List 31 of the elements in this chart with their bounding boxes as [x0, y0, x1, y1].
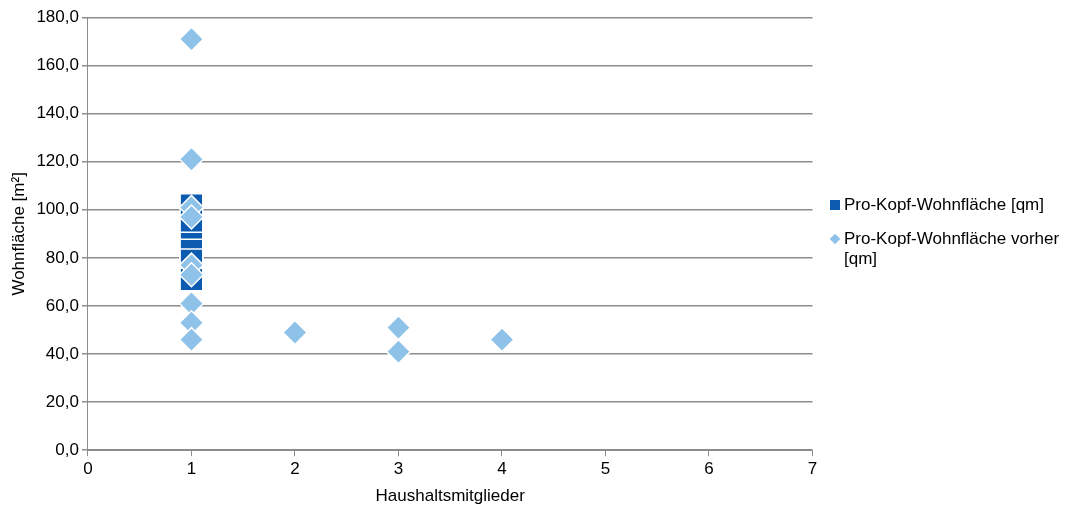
y-tick-label: 120,0 — [36, 151, 79, 171]
y-tick-label: 0,0 — [55, 439, 79, 459]
y-tick-label: 180,0 — [36, 7, 79, 27]
point — [385, 338, 412, 365]
point — [178, 326, 205, 353]
y-axis-title: Wohnfläche [m²] — [8, 172, 28, 296]
x-tick-label: 6 — [704, 459, 714, 479]
point — [489, 326, 515, 353]
y-tick-label: 40,0 — [45, 343, 79, 363]
x-tick-label: 5 — [600, 459, 611, 479]
x-tick-label: 2 — [290, 459, 300, 479]
y-tick-label: 20,0 — [45, 391, 79, 411]
y-tick-label: 80,0 — [45, 247, 79, 267]
x-tick-label: 0 — [83, 459, 93, 479]
y-tick-label: 100,0 — [36, 199, 79, 219]
point — [178, 204, 205, 230]
y-tick-label: 140,0 — [36, 103, 79, 123]
x-axis-title: Haushaltsmitglieder — [375, 486, 526, 506]
point — [178, 261, 205, 288]
y-tick-label: 60,0 — [45, 295, 79, 315]
x-tick-label: 1 — [186, 459, 197, 479]
point — [178, 146, 205, 173]
x-tick-label: 3 — [393, 459, 404, 479]
x-tick-label: 4 — [497, 459, 507, 479]
point — [385, 314, 412, 341]
point — [178, 26, 205, 52]
y-tick-label: 160,0 — [36, 55, 79, 75]
point — [282, 319, 308, 346]
legend-label: Pro-Kopf-Wohnfläche [qm] — [844, 195, 1044, 215]
legend-label: Pro-Kopf-Wohnfläche vorher [qm] — [844, 229, 1061, 269]
x-tick-label: 7 — [807, 459, 818, 479]
